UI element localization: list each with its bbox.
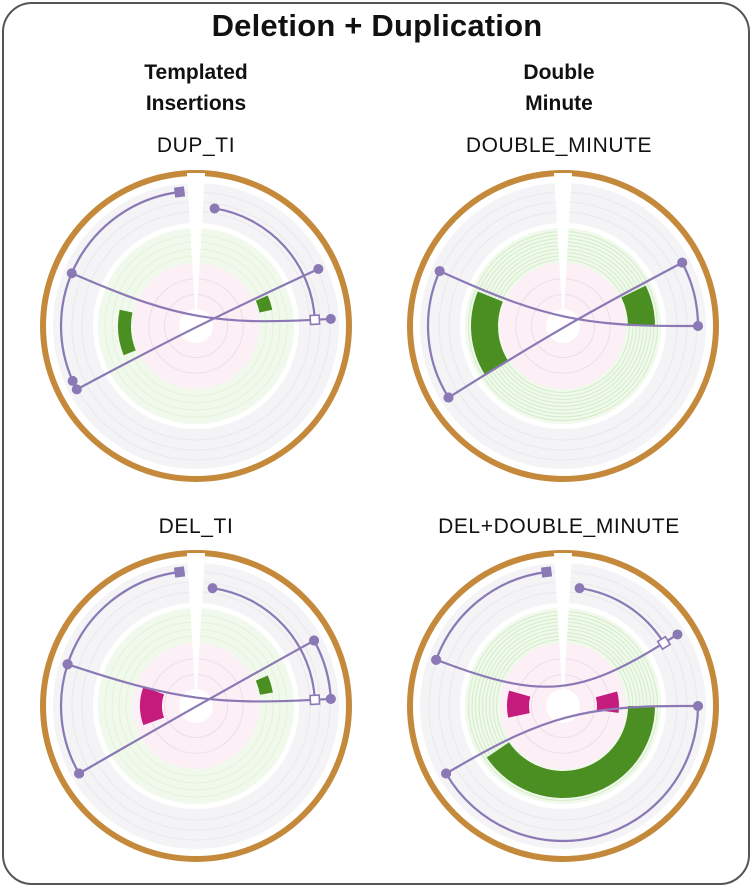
sv-end-marker-open	[656, 635, 672, 651]
copy-gain-segment	[255, 295, 273, 313]
sv-breakpoint	[693, 701, 703, 711]
sv-link	[460, 704, 682, 766]
sv-breakpoint	[67, 375, 78, 386]
sv-arc	[212, 587, 316, 700]
chromosome-gap	[187, 173, 205, 326]
sv-breakpoint	[209, 203, 220, 214]
sv-link	[462, 269, 668, 390]
sv-arc	[579, 587, 665, 644]
sv-link	[454, 277, 682, 328]
panel-label-double-minute: DOUBLE_MINUTE	[465, 134, 653, 157]
sv-breakpoint	[677, 257, 688, 268]
sv-breakpoint	[207, 583, 218, 594]
chromosome-gap	[554, 553, 572, 706]
copy-gain-segment	[255, 675, 273, 695]
circos-plot-double-minute	[407, 170, 719, 482]
sv-breakpoint	[443, 392, 454, 403]
copy-gain-segment	[486, 706, 655, 799]
sv-arc	[214, 207, 316, 320]
copy-gain-segment	[621, 285, 655, 326]
sv-breakpoint	[313, 263, 324, 274]
sv-end-marker-filled	[173, 566, 186, 578]
circos-plot-del-double-minute	[407, 550, 719, 862]
column-header-line: Minute	[525, 92, 593, 115]
copy-gain-segment	[118, 309, 136, 356]
sv-breakpoint	[574, 583, 585, 594]
sv-arc	[59, 190, 180, 382]
sv-arc	[59, 663, 81, 775]
copy-loss-segment	[140, 686, 165, 726]
circos-plot-dup-ti	[40, 170, 352, 482]
sv-link	[451, 642, 664, 688]
sv-link	[86, 278, 314, 323]
sv-end-marker-filled	[540, 566, 553, 578]
sv-breakpoint	[693, 321, 703, 331]
sv-arc	[435, 570, 547, 661]
column-header-right: Double Minute	[429, 57, 689, 119]
sv-breakpoint	[431, 654, 442, 665]
sv-breakpoint	[71, 384, 82, 395]
sv-end-marker-filled	[173, 186, 186, 198]
chromosome-gap	[554, 173, 572, 326]
copy-gain-segment	[471, 291, 508, 375]
sv-end-marker-open	[309, 314, 321, 326]
column-header-left: Templated Insertions	[66, 57, 326, 119]
sv-breakpoint	[66, 268, 77, 279]
sv-arc	[426, 270, 450, 399]
panel-label-dup-ti: DUP_TI	[156, 134, 236, 157]
figure-title: Deletion + Duplication	[211, 8, 543, 43]
sv-link	[91, 275, 304, 383]
sv-link	[83, 668, 314, 703]
sv-breakpoint	[672, 629, 683, 640]
sv-arc	[445, 705, 700, 843]
copy-loss-segment	[595, 691, 620, 713]
sv-arc	[66, 570, 180, 665]
sv-breakpoint	[309, 635, 320, 646]
copy-loss-segment	[507, 690, 531, 718]
chromosome-gap	[187, 553, 205, 706]
panel-label-del-ti: DEL_TI	[158, 515, 234, 538]
sv-end-marker-open	[309, 694, 321, 706]
sv-breakpoint	[62, 659, 73, 670]
column-header-line: Templated	[144, 61, 248, 84]
column-header-line: Insertions	[145, 92, 247, 115]
sv-breakpoint	[74, 768, 85, 779]
sv-breakpoint	[441, 768, 452, 779]
panel-label-del-double-minute: DEL+DOUBLE_MINUTE	[438, 515, 680, 538]
sv-breakpoint	[325, 313, 336, 324]
column-header-line: Double	[523, 61, 595, 84]
sv-link	[93, 647, 300, 766]
sv-breakpoint	[325, 693, 336, 704]
sv-breakpoint	[434, 266, 445, 277]
circos-plot-del-ti	[40, 550, 352, 862]
